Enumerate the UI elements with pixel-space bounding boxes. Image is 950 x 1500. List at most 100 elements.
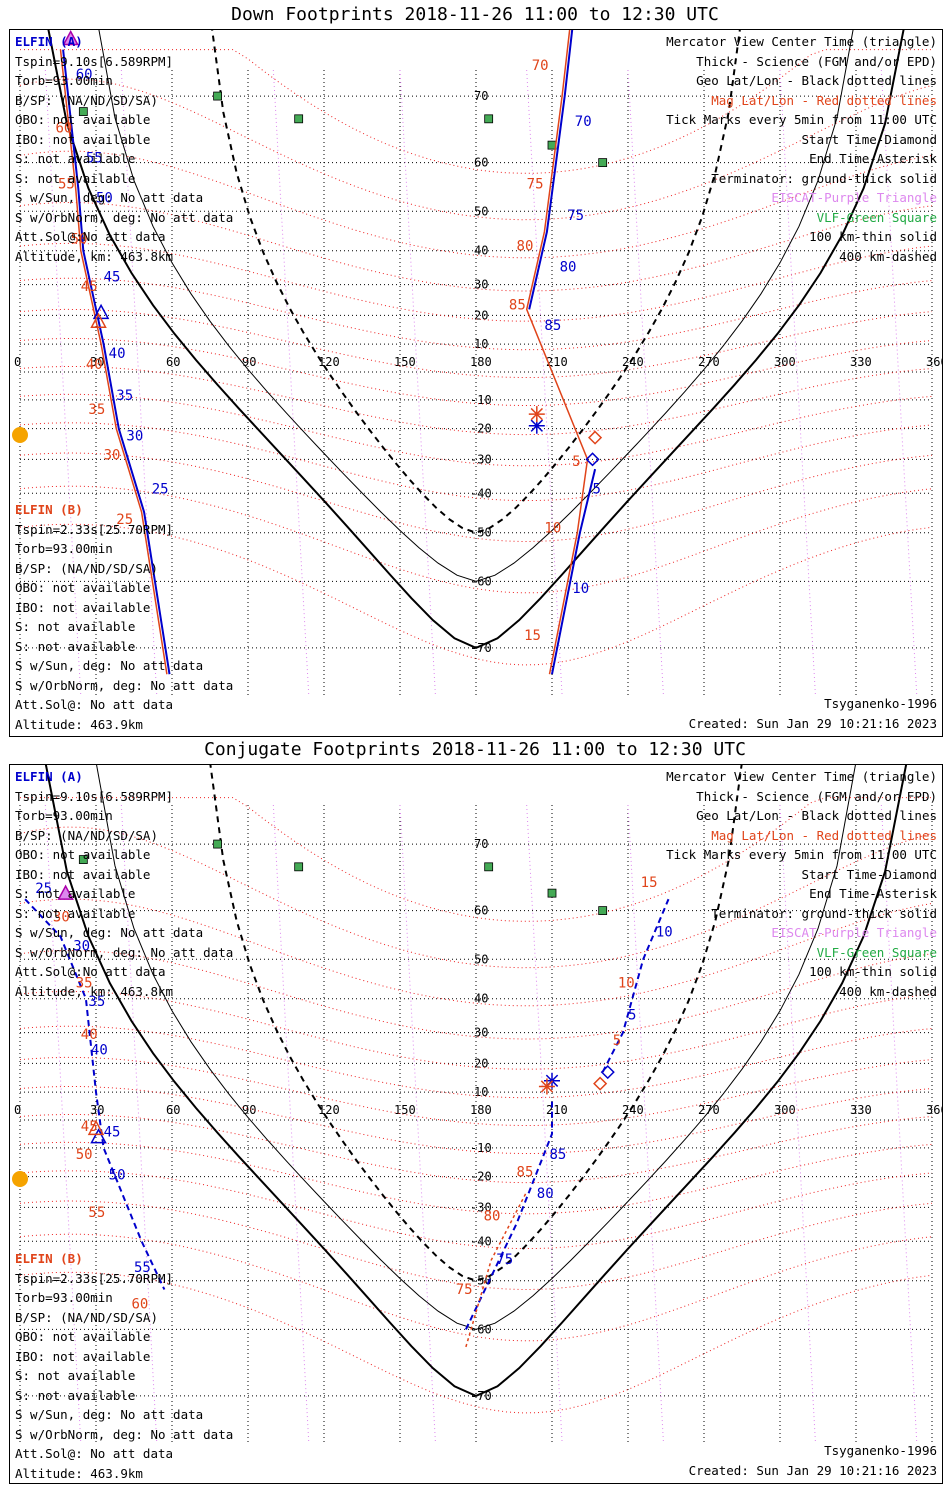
elfin-b-info-line: Tspin=2.33s[25.70RPM]	[15, 1270, 174, 1286]
elfin-a-tick-label: 25	[152, 481, 169, 497]
lon-label: 60	[166, 355, 180, 369]
elfin-b-tick-label: 10	[572, 581, 589, 597]
elfin-a-tick-label: 50	[76, 1147, 93, 1163]
mag-parallel	[20, 49, 932, 174]
legend-line: Terminator: ground-thick solid	[711, 170, 937, 186]
legend-line: Start Time-Diamond	[801, 131, 937, 147]
elfin-a-info: ELFIN (A) Tspin=9.10s[6.589RPM] Torb=93.0…	[15, 32, 233, 266]
lat-label: 60	[474, 156, 488, 170]
footer-created: Created: Sun Jan 29 10:21:16 2023	[688, 1463, 937, 1478]
panel-title-conjugate: Conjugate Footprints 2018-11-26 11:00 to…	[204, 739, 746, 760]
legend-line: 400 km-dashed	[839, 983, 937, 999]
map-canvas-down: 0 30 60 90 120 150 180 210 240 270 300 330 360 70 60 50…	[14, 30, 942, 697]
lat-label: -40	[470, 1234, 492, 1248]
elfin-b-info-line: Att.Sol@: No att data	[15, 1446, 174, 1461]
lon-label: 330	[850, 355, 872, 369]
elfin-a-tick-label: 50	[71, 231, 88, 247]
vlf-station-square	[78, 107, 88, 116]
elfin-a-tick-label: 45	[104, 269, 121, 285]
mag-meridian	[627, 69, 664, 697]
elfin-a-info-line: Att.Sol@:No att data	[15, 229, 166, 244]
elfin-a-info-line: S w/Sun, deg: No att data	[15, 925, 204, 940]
mag-parallel	[19, 990, 933, 1070]
lon-label: 30	[90, 1103, 104, 1117]
mag-parallel	[19, 1056, 933, 1126]
elfin-a-tick-label: 45	[104, 1125, 121, 1141]
lon-label: 270	[698, 1103, 720, 1117]
elfin-a-lines: Tspin=9.10s[6.589RPM] Torb=93.00min B/SP: …	[15, 787, 233, 1002]
elfin-a-info-line: Torb=93.00min	[15, 73, 113, 88]
asterisk-stroke	[540, 1080, 554, 1093]
mag-meridian	[526, 69, 563, 697]
elfin-b-lines: Tspin=2.33s[25.70RPM] Torb=93.00min B/SP: …	[15, 1269, 233, 1484]
lon-label: 90	[242, 355, 256, 369]
legend-line: EISCAT-Purple Triangle	[771, 190, 937, 205]
elfin-b-tick-label: 15	[524, 628, 541, 644]
elfin-a-lines: Tspin=9.10s[6.589RPM] Torb=93.00min B/SP: …	[15, 52, 233, 267]
lat-label: -50	[470, 526, 492, 540]
mag-meridian	[779, 69, 816, 697]
legend-line: Thick - Science (FGM and/or EPD)	[696, 53, 937, 69]
elfin-b-tick-label: 80	[537, 1186, 554, 1202]
lon-label: 360	[926, 355, 942, 369]
asterisk-stroke	[530, 419, 543, 432]
lat-label: 30	[474, 278, 488, 292]
lat-label: -20	[470, 1170, 492, 1184]
vlf-station-square	[294, 862, 304, 872]
legend-line: EISCAT-Purple Triangle	[771, 925, 937, 940]
mag-meridian	[272, 69, 310, 697]
vlf-station-square	[547, 888, 557, 898]
elfin-b-tick-label: 85	[549, 1147, 566, 1163]
start-diamond	[593, 1076, 608, 1091]
lon-label: 210	[546, 1103, 568, 1117]
elfin-b-info: ELFIN (B) Tspin=2.33s[25.70RPM] Torb=93.0…	[15, 1249, 233, 1483]
vlf-station-square	[213, 839, 223, 849]
mag-parallel	[20, 797, 932, 922]
elfin-a-tick-label: 40	[81, 1027, 98, 1043]
lat-label: -20	[470, 422, 492, 436]
lon-label: 240	[622, 1103, 644, 1117]
lon-label: 0	[14, 1103, 21, 1117]
legend-line: Thick - Science (FGM and/or EPD)	[696, 788, 937, 804]
legend-line: 400 km-dashed	[839, 248, 937, 264]
lon-label: 90	[242, 1103, 256, 1117]
center-triangle	[90, 312, 107, 328]
center-triangle	[57, 884, 74, 900]
lat-label: -30	[470, 452, 492, 466]
legend-line: Tick Marks every 5min from 11:00 UTC	[666, 847, 937, 862]
lon-label: 0	[14, 355, 21, 369]
mag-parallel	[19, 366, 933, 436]
asterisk-stroke	[530, 407, 543, 421]
elfin-b-info-line: B/SP: (NA/ND/SD/SA)	[15, 560, 158, 576]
lon-label: 120	[318, 355, 340, 369]
elfin-a-label: ELFIN (A)	[15, 769, 83, 784]
elfin-b-info-line: Altitude: 463.9km	[15, 1465, 143, 1481]
elfin-a-info-line: Att.Sol@:No att data	[15, 964, 166, 979]
footer-created: Created: Sun Jan 29 10:21:16 2023	[688, 716, 937, 731]
elfin-b-tick-label: 75	[456, 1282, 473, 1298]
legend-line: Mag Lat/Lon - Red dotted lines	[711, 92, 937, 108]
elfin-b-info-line: Torb=93.00min	[15, 541, 113, 556]
elfin-a-info-line: IBO: not available	[15, 866, 151, 882]
elfin-a-tick-label: 40	[91, 1042, 108, 1058]
elfin-a-tick-label: 55	[86, 151, 103, 167]
mag-meridian	[120, 804, 158, 1444]
elfin-a-tick-label: 60	[131, 1296, 148, 1312]
footer-model: Tsyganenko-1996	[824, 696, 937, 711]
lon-label: 300	[774, 1103, 796, 1117]
legend-line: Mag Lat/Lon - Red dotted lines	[711, 827, 937, 843]
elfin-b-info: ELFIN (B) Tspin=2.33s[25.70RPM] Torb=93.0…	[15, 500, 233, 734]
elfin-a-tick-label: 30	[104, 447, 121, 463]
lat-label: 70	[474, 89, 488, 103]
mag-meridian	[779, 804, 816, 1444]
lat-label: 20	[474, 308, 488, 322]
elfin-a-info-line: S w/OrbNorm, deg: No att data	[15, 944, 234, 960]
lat-label: 70	[474, 837, 488, 851]
elfin-a-tick-label: 35	[116, 388, 133, 404]
elfin-b-tick-label: 85	[517, 1165, 534, 1181]
elfin-b-tick-label: 80	[560, 260, 577, 276]
elfin-b-tick-label: 85	[544, 318, 561, 334]
elfin-b-tick-label: 5	[613, 1033, 621, 1049]
start-diamond	[600, 1065, 615, 1080]
start-diamond	[588, 430, 603, 445]
